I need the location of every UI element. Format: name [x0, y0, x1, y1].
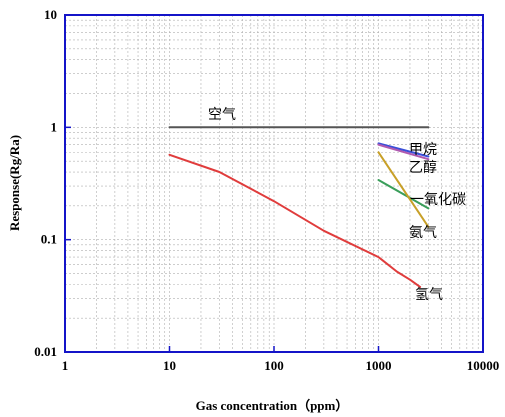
- x-tick-label: 10000: [467, 358, 500, 373]
- axis-ticks: 1 10 100 1000 10000 0.01 0.1 1 10: [34, 7, 499, 373]
- x-tick-label: 100: [264, 358, 284, 373]
- x-tick-label: 1: [62, 358, 69, 373]
- x-tick-label: 10: [163, 358, 176, 373]
- series-label-5: 氢气: [415, 287, 443, 303]
- series-label-3: 一氧化碳: [410, 192, 466, 208]
- y-tick-label: 1: [51, 119, 58, 134]
- y-axis-title: Response(Rg/Ra): [7, 135, 22, 231]
- series-label-2: 乙醇: [409, 159, 437, 176]
- series-label-0: 空气: [208, 107, 236, 123]
- y-tick-label: 0.01: [34, 344, 57, 359]
- series-layer: [168, 126, 430, 288]
- series-line-3: [377, 179, 430, 210]
- series-label-4: 氨气: [409, 225, 437, 241]
- series-line-5: [168, 153, 422, 288]
- x-axis-title: Gas concentration（ppm）: [196, 398, 349, 413]
- series-label-1: 甲烷: [409, 142, 437, 158]
- y-tick-label: 10: [44, 7, 57, 22]
- series-line-4: [377, 151, 430, 228]
- series-line-2: [377, 143, 430, 161]
- x-tick-label: 1000: [366, 358, 392, 373]
- y-tick-label: 0.1: [41, 232, 57, 247]
- series-line-1: [377, 142, 430, 158]
